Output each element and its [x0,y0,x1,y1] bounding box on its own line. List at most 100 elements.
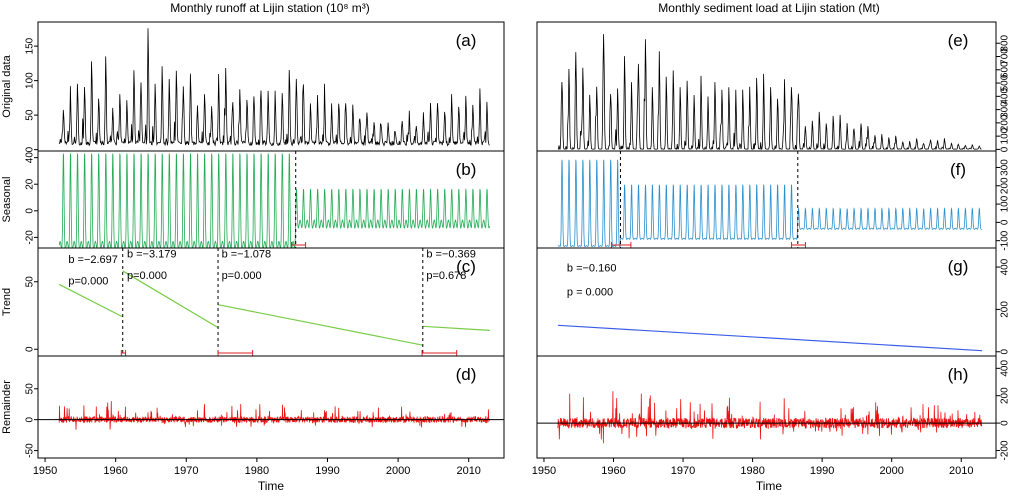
trend-segment-3 [422,325,490,331]
y-tick-label: 700 [1000,48,1011,65]
panel-h: -200 0 200 400 (h) [536,355,1011,460]
x-tick-label: 2010 [456,465,480,477]
left-chart-title-unit: (10⁸ m³) [326,1,370,15]
panel-label: (f) [950,160,966,179]
x-tick-label: 2000 [879,465,903,477]
y-tick-label: 0 [25,146,36,152]
trend-segment-1 [122,270,219,329]
series-line [58,401,490,430]
series-line [557,34,982,151]
x-tick-label: 1980 [245,465,269,477]
y-tick-label: 600 [1000,61,1011,78]
x-tick-label: 1970 [671,465,695,477]
y-tick-label: -200 [1000,440,1011,460]
y-axis-label: Original data [1,54,13,117]
annotation-slope: b =−2.697 [68,254,118,266]
y-tick-label: 200 [1000,301,1011,318]
annotation-pvalue: p=0.000 [222,270,262,282]
y-tick-label: 0 [1000,219,1011,225]
y-tick-label: 300 [1000,101,1011,118]
annotation-slope: b =−0.160 [567,262,617,274]
y-tick-label: 0 [1000,146,1011,152]
panel-frame [536,150,997,249]
x-tick-label: 1950 [33,465,57,477]
panel-label: (b) [456,160,477,179]
annotation-pvalue: p=0.000 [68,275,108,287]
y-tick-label: 0 [1000,420,1011,426]
left-x-axis-label: Time [258,479,285,493]
y-tick-label: -50 [25,443,36,458]
right-chart-title: Monthly sediment load at Lijin station (… [658,1,879,15]
panel-label: (h) [948,365,969,384]
panel-label: (g) [948,257,969,276]
y-axis-label: Seasonal [1,177,13,223]
panel-a: 0 50 100 150 Original data (a) [1,21,505,152]
y-tick-label: 500 [1000,74,1011,91]
annotation-slope: b =−0.369 [426,248,476,260]
y-axis-label: Trend [1,288,13,316]
y-tick-label: 800 [1000,34,1011,51]
series-line [557,391,983,444]
y-tick-label: 0 [25,416,36,422]
series-line [58,28,490,147]
x-tick-label: 1980 [740,465,764,477]
x-tick-label: 1990 [810,465,834,477]
x-tick-label: 1970 [174,465,198,477]
panel-frame [536,355,997,459]
y-axis-label: Remainder [1,380,13,434]
trend-segment-0 [557,324,983,352]
y-tick-label: 0 [25,346,36,352]
y-tick-label: 20 [25,178,36,190]
y-tick-label: 100 [1000,195,1011,212]
x-tick-label: 1950 [532,465,556,477]
annotation-pvalue: p=0.678 [426,270,466,282]
annotation-slope: b =−1.078 [222,248,272,260]
y-tick-label: 150 [25,37,36,54]
y-tick-label: 200 [1000,177,1011,194]
series-line [557,159,983,248]
y-tick-label: 100 [1000,127,1011,144]
x-tick-label: 1990 [315,465,339,477]
panel-g: 0 200 400 (g) b =−0.160 p = 0.000 [536,247,1011,357]
panel-label: (d) [456,365,477,384]
x-tick-label: 1960 [601,465,625,477]
y-tick-label: -100 [1000,230,1011,250]
trend-segment-2 [217,304,423,346]
y-tick-label: 40 [25,152,36,164]
y-tick-label: 300 [1000,159,1011,176]
y-tick-label: 400 [1000,88,1011,105]
y-tick-label: 50 [25,383,36,395]
x-tick-label: 1960 [103,465,127,477]
y-tick-label: 0 [1000,349,1011,355]
panel-frame [37,150,505,249]
panel-c: 0 50 Trend (c) b =−2.697 p=0.000 b =−3.179 p=0.… [1,247,505,357]
y-tick-label: 50 [25,276,36,288]
right-x-axis-label: Time [756,479,783,493]
panel-frame [536,21,997,152]
y-tick-label: -20 [25,230,36,245]
annotation-pvalue: p = 0.000 [567,287,613,299]
x-tick-label: 2000 [386,465,410,477]
series-line [58,153,490,249]
chart-1: 0100200300400500600700800(e)-10001002003… [532,21,1011,477]
annotation-slope: b =−3.179 [127,248,177,260]
panel-label: (e) [948,31,969,50]
annotation-pvalue: p=0.000 [127,270,167,282]
chart-0: 0 50 100 150 Original data (a) -20 0 20 40 Seasona… [1,21,505,477]
x-tick-label: 2010 [949,465,973,477]
y-tick-label: 100 [25,72,36,89]
y-tick-label: 400 [1000,258,1011,275]
y-tick-label: 50 [25,109,36,121]
panel-frame [37,355,505,459]
y-tick-label: 400 [1000,360,1011,377]
y-tick-label: 200 [1000,387,1011,404]
panel-label: (c) [456,257,476,276]
trend-segment-0 [58,283,123,318]
panel-frame [37,21,505,152]
panel-b: -20 0 20 40 Seasonal (b) [1,150,505,249]
left-chart-title: Monthly runoff at Lijin station (10⁸ m³) [170,1,370,15]
